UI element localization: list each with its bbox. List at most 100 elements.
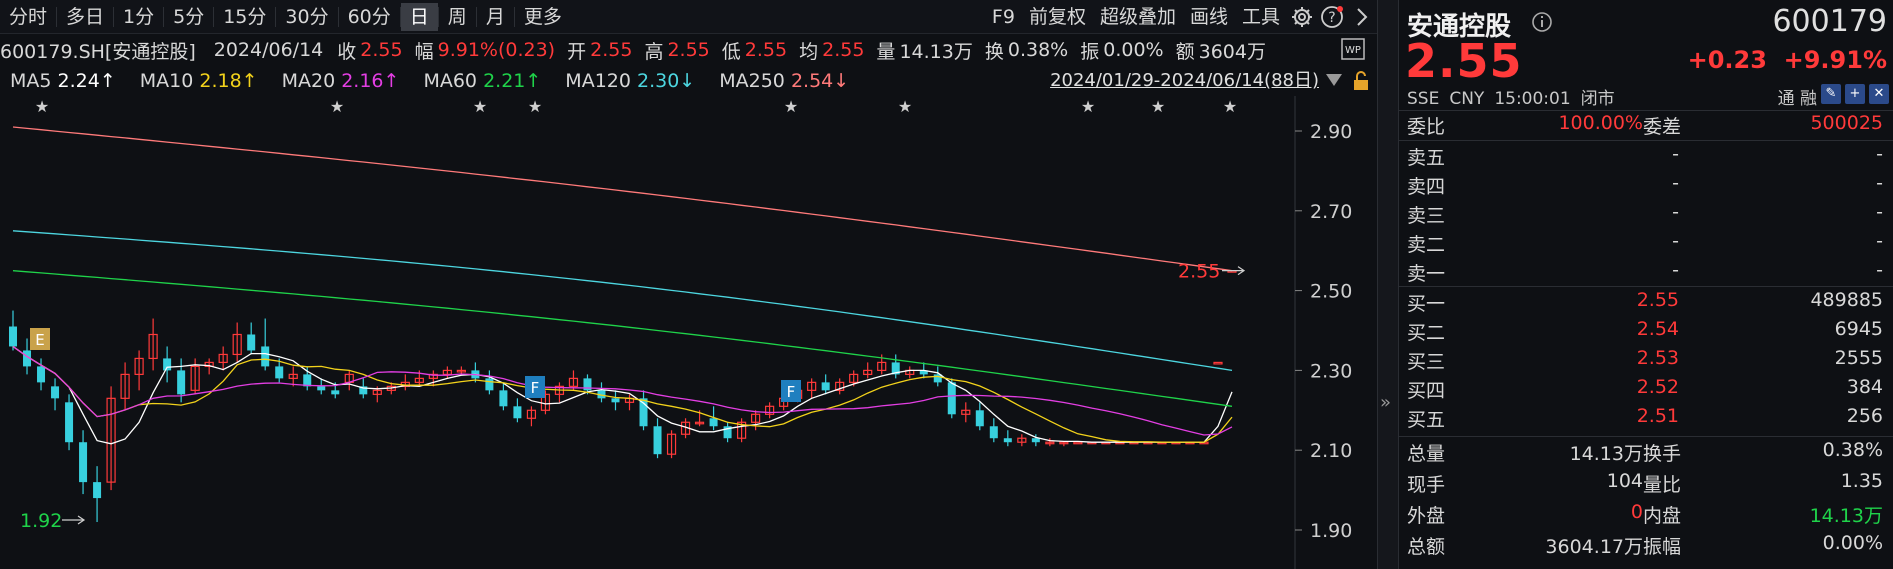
candle[interactable] [736, 418, 747, 443]
candle[interactable] [554, 382, 565, 403]
candle[interactable] [961, 402, 971, 423]
bid-row[interactable]: 买二 2.54 6945 [1399, 318, 1893, 347]
candle[interactable] [1059, 441, 1069, 447]
period-tab[interactable]: 15分 [223, 5, 267, 28]
gear-icon[interactable] [1287, 2, 1317, 32]
candle[interactable] [134, 350, 144, 391]
period-tab[interactable]: 更多 [523, 5, 562, 28]
star-marker-icon[interactable]: ★ [898, 97, 912, 116]
candle[interactable] [597, 382, 606, 403]
candle[interactable] [653, 418, 662, 459]
caret-down-icon[interactable] [1325, 72, 1343, 88]
event-marker[interactable]: F [781, 380, 801, 402]
bid-row[interactable]: 买五 2.51 256 [1399, 405, 1893, 434]
candle[interactable] [1073, 441, 1083, 445]
chart-tool-button[interactable]: 画线 [1189, 6, 1228, 28]
candle[interactable] [442, 366, 452, 379]
star-marker-icon[interactable]: ★ [473, 97, 487, 116]
candle[interactable] [863, 362, 873, 379]
star-marker-icon[interactable]: ★ [1081, 97, 1095, 116]
candle[interactable] [79, 430, 88, 495]
event-marker[interactable]: E [30, 328, 50, 350]
period-tab[interactable]: 5分 [173, 5, 205, 28]
candle[interactable] [891, 354, 900, 379]
period-tab[interactable]: 分时 [9, 5, 48, 28]
candle[interactable] [821, 374, 830, 395]
date-range-selector[interactable]: 2024/01/29-2024/06/14(88日) [1050, 70, 1319, 91]
candlestick-chart[interactable]: 2.90 2.70 2.50 2.30 2.10 1.90 ★ ★ ★ ★ ★ ★ ★ ★ ★ 2.55 1.9… [0, 96, 1377, 569]
star-marker-icon[interactable]: ★ [528, 97, 542, 116]
wp-icon[interactable]: WP [1341, 38, 1365, 65]
candle[interactable] [218, 346, 228, 371]
candle[interactable] [807, 378, 817, 399]
chevron-right-icon[interactable] [1347, 2, 1377, 32]
candle[interactable] [1045, 438, 1055, 447]
ask-row[interactable]: 卖二 - - [1399, 230, 1893, 259]
star-marker-icon[interactable]: ★ [330, 97, 344, 116]
candle[interactable] [1031, 434, 1040, 447]
candle[interactable] [400, 374, 410, 391]
candle[interactable] [485, 370, 494, 395]
candle[interactable] [456, 366, 466, 375]
period-tab[interactable]: 月 [485, 5, 505, 28]
candle[interactable] [709, 406, 718, 431]
candle[interactable] [288, 366, 298, 387]
help-icon[interactable]: ? [1317, 2, 1347, 32]
period-tab[interactable]: 60分 [347, 5, 391, 28]
period-tab[interactable]: 1分 [123, 5, 155, 28]
candle[interactable] [513, 398, 522, 423]
candle[interactable] [989, 418, 998, 443]
candle[interactable] [611, 390, 620, 411]
candle[interactable] [120, 362, 130, 411]
candle[interactable] [1213, 361, 1223, 365]
star-marker-icon[interactable]: ★ [1223, 97, 1237, 116]
candle[interactable] [639, 390, 648, 431]
candle[interactable] [835, 378, 845, 395]
candle[interactable] [666, 430, 677, 459]
period-tab[interactable]: 周 [447, 5, 467, 28]
candle[interactable] [303, 366, 312, 391]
star-marker-icon[interactable]: ★ [784, 97, 798, 116]
candle[interactable] [583, 374, 592, 395]
candle[interactable] [905, 366, 915, 379]
candle[interactable] [51, 378, 60, 411]
lock-icon[interactable] [1351, 70, 1371, 92]
plus-icon[interactable]: + [1845, 84, 1865, 104]
chart-tool-button[interactable]: 前复权 [1028, 6, 1086, 28]
candle[interactable] [344, 370, 354, 391]
candle[interactable] [723, 422, 732, 443]
candle[interactable] [947, 378, 956, 419]
candle[interactable] [428, 370, 438, 387]
edit-icon[interactable]: ✎ [1821, 84, 1841, 104]
candle[interactable] [9, 310, 17, 351]
candle[interactable] [93, 466, 102, 523]
info-icon[interactable] [1531, 11, 1553, 33]
candle[interactable] [975, 402, 984, 431]
candle[interactable] [65, 394, 74, 451]
candle[interactable] [568, 370, 579, 391]
period-tab[interactable]: 多日 [66, 5, 105, 28]
candle[interactable] [163, 346, 172, 383]
candle[interactable] [765, 402, 775, 419]
bid-row[interactable]: 买三 2.53 2555 [1399, 347, 1893, 376]
panel-splitter[interactable]: » [1377, 0, 1399, 569]
candle[interactable] [499, 382, 508, 411]
candle[interactable] [106, 386, 116, 491]
chart-tool-button[interactable]: 超级叠加 [1099, 6, 1176, 28]
ask-row[interactable]: 卖三 - - [1399, 201, 1893, 230]
candle[interactable] [1003, 430, 1012, 447]
candle[interactable] [204, 358, 214, 375]
candle[interactable] [261, 318, 270, 371]
candle[interactable] [37, 358, 46, 391]
star-marker-icon[interactable]: ★ [35, 97, 49, 116]
chart-tool-button[interactable]: 工具 [1241, 6, 1280, 28]
candle[interactable] [190, 358, 200, 395]
chart-tool-button[interactable]: F9 [991, 6, 1015, 28]
period-tab[interactable]: 30分 [285, 5, 329, 28]
star-marker-icon[interactable]: ★ [1151, 97, 1165, 116]
period-tab[interactable]: 日 [400, 2, 438, 31]
candle[interactable] [624, 394, 635, 411]
close-icon[interactable]: ✕ [1869, 84, 1889, 104]
bid-row[interactable]: 买一 2.55 489885 [1399, 289, 1893, 318]
candle[interactable] [232, 322, 242, 363]
